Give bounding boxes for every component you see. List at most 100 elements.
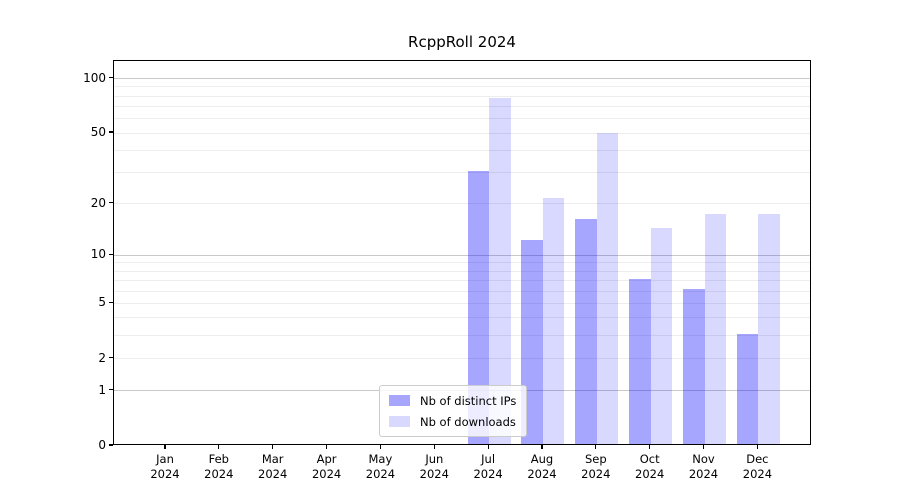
legend-item-distinct-ips: Nb of distinct IPs <box>389 392 516 409</box>
gridline-minor <box>114 262 810 264</box>
bar-distinct-ips-oct <box>629 278 651 444</box>
legend-swatch-downloads <box>389 416 410 427</box>
x-tick-label: Feb 2024 <box>179 452 259 482</box>
x-tick-mark <box>649 445 651 449</box>
gridline-minor <box>114 95 810 97</box>
bar-distinct-ips-sep <box>575 218 597 444</box>
x-tick-month: Aug <box>530 452 554 466</box>
legend: Nb of distinct IPs Nb of downloads <box>379 385 528 437</box>
chart-title: RcppRoll 2024 <box>408 33 516 51</box>
gridline-minor <box>114 270 810 272</box>
y-tick-mark <box>108 77 113 79</box>
y-tick-label: 2 <box>98 350 106 365</box>
gridline-minor <box>114 172 810 174</box>
bar-distinct-ips-dec <box>736 333 759 444</box>
x-tick-year: 2024 <box>527 467 557 481</box>
x-tick-year: 2024 <box>204 467 234 481</box>
x-tick-mark <box>595 445 597 449</box>
x-tick-year: 2024 <box>473 467 503 481</box>
y-tick-mark <box>108 301 113 303</box>
x-tick-label: Dec 2024 <box>717 452 797 482</box>
gridline-minor <box>114 290 810 292</box>
y-tick-label: 50 <box>90 125 106 139</box>
bar-distinct-ips-jul <box>467 170 490 444</box>
x-tick-month: Apr <box>316 452 337 466</box>
x-tick-month: May <box>368 452 393 466</box>
plot-area: Nb of distinct IPs Nb of downloads <box>113 60 811 445</box>
legend-label-downloads: Nb of downloads <box>420 414 516 429</box>
bar-downloads-nov <box>704 213 726 444</box>
x-tick-year: 2024 <box>635 467 665 481</box>
x-tick-year: 2024 <box>150 467 180 481</box>
bar-downloads-sep <box>596 132 619 444</box>
x-tick-month: Sep <box>584 452 607 466</box>
y-tick-label: 10 <box>90 247 106 262</box>
gridline-minor <box>114 118 810 120</box>
x-tick-mark <box>541 445 543 449</box>
gridline-minor <box>114 358 810 359</box>
x-tick-mark <box>164 445 166 449</box>
legend-swatch-distinct-ips <box>389 395 410 406</box>
x-tick-month: Jan <box>156 452 174 466</box>
x-tick-month: Jul <box>481 452 496 466</box>
x-tick-label: Sep 2024 <box>556 452 636 482</box>
x-tick-year: 2024 <box>742 467 773 481</box>
y-tick-label: 100 <box>83 70 106 85</box>
x-tick-year: 2024 <box>688 467 719 481</box>
x-tick-year: 2024 <box>365 467 396 481</box>
gridline-minor <box>114 132 810 134</box>
x-tick-month: Jun <box>425 452 444 466</box>
y-tick-label: 0 <box>98 438 106 452</box>
x-tick-month: Mar <box>261 452 284 466</box>
y-tick-label: 20 <box>90 195 106 210</box>
y-tick-mark <box>108 444 113 446</box>
x-tick-year: 2024 <box>311 467 342 481</box>
y-tick-mark <box>108 253 113 255</box>
bar-downloads-aug <box>542 197 565 444</box>
x-tick-mark <box>272 445 274 449</box>
gridline-major <box>114 254 810 256</box>
x-tick-mark <box>325 445 328 449</box>
y-tick-mark <box>108 389 113 391</box>
x-tick-month: Dec <box>746 452 769 466</box>
bar-downloads-jul <box>489 98 511 444</box>
gridline-minor <box>114 149 810 151</box>
y-tick-mark <box>108 202 113 204</box>
x-tick-label: May 2024 <box>340 452 420 482</box>
x-tick-label: Nov 2024 <box>664 452 744 482</box>
y-tick-mark <box>108 131 113 133</box>
gridline-minor <box>114 302 810 304</box>
x-tick-year: 2024 <box>419 467 449 481</box>
gridline-minor <box>114 106 810 108</box>
bar-downloads-dec <box>758 213 780 444</box>
x-tick-year: 2024 <box>258 467 288 481</box>
x-tick-month: Feb <box>208 452 229 466</box>
x-tick-month: Oct <box>639 452 660 466</box>
x-tick-month: Nov <box>692 452 715 466</box>
x-tick-label: Aug 2024 <box>502 452 582 482</box>
x-tick-mark <box>756 445 758 449</box>
x-tick-label: Jul 2024 <box>448 452 528 482</box>
x-tick-label: Mar 2024 <box>233 452 313 482</box>
x-tick-label: Oct 2024 <box>610 452 690 482</box>
legend-label-distinct-ips: Nb of distinct IPs <box>420 393 517 408</box>
x-tick-mark <box>433 445 435 449</box>
x-tick-mark <box>218 445 220 449</box>
x-tick-year: 2024 <box>581 467 611 481</box>
bar-distinct-ips-nov <box>683 289 705 444</box>
gridline-minor <box>114 335 810 337</box>
legend-item-downloads: Nb of downloads <box>389 413 516 430</box>
x-tick-mark <box>379 445 381 449</box>
bar-downloads-oct <box>650 228 673 444</box>
gridline-major <box>114 78 810 80</box>
x-tick-label: Jan 2024 <box>125 452 205 482</box>
gridline-minor <box>114 280 810 281</box>
y-tick-label: 5 <box>98 295 106 310</box>
gridline-minor <box>114 203 810 205</box>
x-tick-mark <box>702 445 705 449</box>
x-tick-label: Apr 2024 <box>287 452 367 482</box>
y-tick-label: 1 <box>98 382 106 397</box>
x-tick-mark <box>487 445 489 449</box>
x-tick-label: Jun 2024 <box>394 452 474 482</box>
